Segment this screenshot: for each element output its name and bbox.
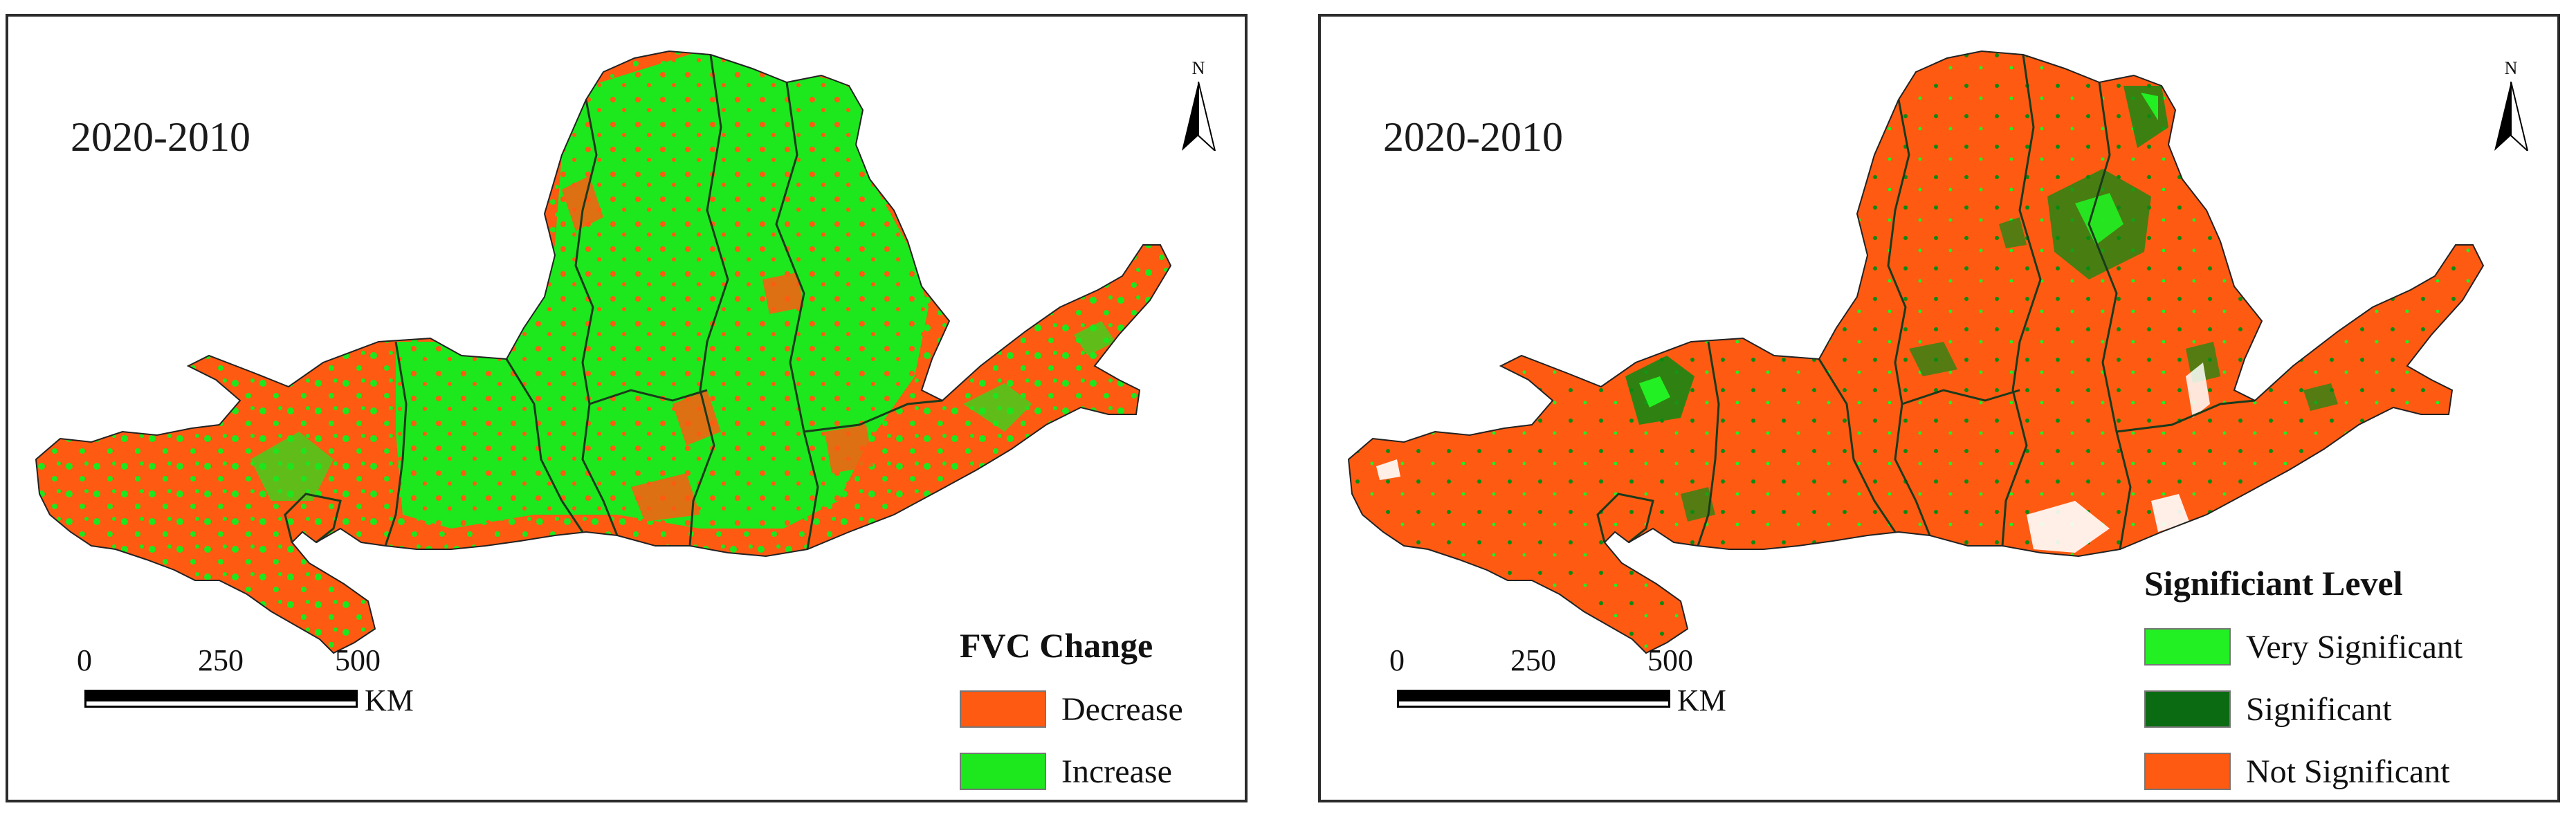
legend-title: FVC Change (960, 626, 1153, 665)
significance-map-panel: 2020-2010 N 0 250 500 KM Significiant Le… (1318, 14, 2560, 802)
legend: Significiant Level Very Significant Sign… (2144, 563, 2463, 800)
significance-map (1348, 51, 2484, 654)
legend-label: Significant (2246, 690, 2392, 728)
legend-label: Not Significant (2246, 753, 2450, 790)
legend-swatch (960, 690, 1046, 728)
legend-item-significant: Significant (2144, 678, 2463, 740)
north-arrow-icon (2494, 82, 2529, 151)
sub-basin-boundaries (1596, 54, 2256, 550)
north-label: N (1191, 58, 1205, 78)
scale-tick-500: 500 (335, 643, 381, 677)
scale-bar-black (1397, 690, 1670, 699)
period-label: 2020-2010 (71, 114, 250, 160)
legend-item-not-significant: Not Significant (2144, 740, 2463, 800)
legend: FVC Change Decrease Increase (960, 625, 1183, 800)
north-arrow: N (1171, 58, 1226, 155)
scale-tick-500: 500 (1647, 643, 1693, 677)
period-label: 2020-2010 (1383, 114, 1563, 160)
scale-unit: KM (365, 683, 414, 717)
scale-bar: 0 250 500 KM (1383, 643, 1771, 733)
legend-item-increase: Increase (960, 740, 1183, 800)
scale-bar: 0 250 500 KM (71, 643, 458, 733)
north-arrow: N (2483, 58, 2539, 155)
fvc-change-map (35, 51, 1171, 654)
legend-label: Decrease (1061, 690, 1183, 728)
sub-basin-boundaries (284, 54, 943, 550)
legend-swatch (2144, 753, 2231, 790)
scale-tick-250: 250 (198, 643, 244, 677)
scale-bar-white (84, 699, 358, 708)
legend-swatch (960, 753, 1046, 790)
legend-title: Significiant Level (2144, 564, 2403, 603)
legend-swatch (2144, 628, 2231, 665)
fvc-change-map-panel: 2020-2010 N 0 250 500 KM FVC Change Decr… (6, 14, 1248, 802)
legend-label: Very Significant (2246, 628, 2463, 665)
scale-tick-0: 0 (1389, 643, 1405, 677)
scale-bar-black (84, 690, 358, 699)
north-label: N (2504, 58, 2518, 78)
scale-tick-0: 0 (77, 643, 92, 677)
scale-tick-250: 250 (1510, 643, 1556, 677)
scale-bar-white (1397, 699, 1670, 708)
legend-swatch (2144, 690, 2231, 728)
legend-item-very-significant: Very Significant (2144, 616, 2463, 678)
scale-unit: KM (1677, 683, 1726, 717)
legend-item-decrease: Decrease (960, 678, 1183, 740)
legend-label: Increase (1061, 753, 1172, 790)
north-arrow-icon (1182, 82, 1216, 151)
